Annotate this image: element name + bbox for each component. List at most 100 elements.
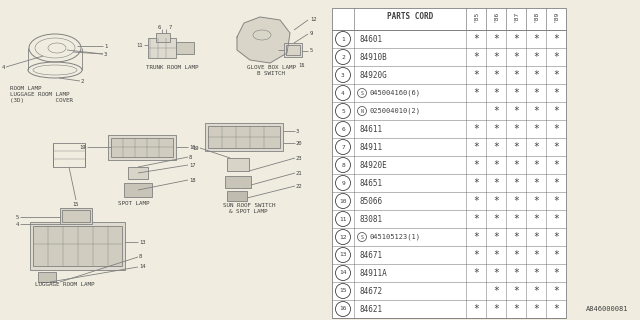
Text: *: * xyxy=(553,232,559,242)
Text: 83081: 83081 xyxy=(359,214,382,223)
Text: 84911A: 84911A xyxy=(359,268,387,277)
Text: 12: 12 xyxy=(339,235,347,239)
Text: 16: 16 xyxy=(189,145,195,149)
Text: *: * xyxy=(553,34,559,44)
Text: TRUNK ROOM LAMP: TRUNK ROOM LAMP xyxy=(146,65,198,69)
Text: *: * xyxy=(513,178,519,188)
Text: *: * xyxy=(493,70,499,80)
Text: *: * xyxy=(513,160,519,170)
Bar xyxy=(38,272,56,282)
Text: 1: 1 xyxy=(104,44,108,49)
Text: *: * xyxy=(493,250,499,260)
Text: 84911: 84911 xyxy=(359,142,382,151)
Text: *: * xyxy=(473,88,479,98)
Text: *: * xyxy=(473,214,479,224)
Text: 22: 22 xyxy=(296,183,303,188)
Text: *: * xyxy=(553,214,559,224)
Text: *: * xyxy=(513,214,519,224)
Text: *: * xyxy=(533,52,539,62)
Text: *: * xyxy=(493,142,499,152)
Text: *: * xyxy=(513,34,519,44)
Text: *: * xyxy=(493,178,499,188)
Bar xyxy=(108,135,176,160)
Text: *: * xyxy=(533,286,539,296)
Text: *: * xyxy=(493,268,499,278)
Text: 84621: 84621 xyxy=(359,305,382,314)
Text: *: * xyxy=(513,232,519,242)
Text: *: * xyxy=(533,70,539,80)
Text: *: * xyxy=(553,106,559,116)
Text: 3: 3 xyxy=(341,73,345,77)
Text: 4: 4 xyxy=(341,91,345,95)
Text: *: * xyxy=(553,142,559,152)
Text: 4: 4 xyxy=(2,65,5,69)
Text: SUN ROOF SWITCH: SUN ROOF SWITCH xyxy=(223,203,275,207)
Text: *: * xyxy=(513,250,519,260)
Text: 8: 8 xyxy=(139,254,142,260)
Text: *: * xyxy=(533,214,539,224)
Text: *: * xyxy=(553,250,559,260)
Text: N: N xyxy=(360,108,364,114)
Text: SPOT LAMP: SPOT LAMP xyxy=(118,201,150,205)
Text: S: S xyxy=(360,91,364,95)
Text: *: * xyxy=(473,178,479,188)
Text: *: * xyxy=(533,34,539,44)
Text: *: * xyxy=(513,124,519,134)
Text: 3: 3 xyxy=(296,129,300,133)
Text: 21: 21 xyxy=(296,171,303,175)
Text: *: * xyxy=(493,34,499,44)
Bar xyxy=(225,176,251,188)
Text: 8: 8 xyxy=(341,163,345,167)
Text: 84671: 84671 xyxy=(359,251,382,260)
Bar xyxy=(156,33,170,42)
Text: 18: 18 xyxy=(189,178,195,182)
Text: *: * xyxy=(473,304,479,314)
Text: *: * xyxy=(533,178,539,188)
Text: *: * xyxy=(473,250,479,260)
Text: B SWITCH: B SWITCH xyxy=(257,70,285,76)
Text: *: * xyxy=(533,106,539,116)
Text: 13: 13 xyxy=(139,239,145,244)
Text: *: * xyxy=(553,160,559,170)
Text: 045004160(6): 045004160(6) xyxy=(369,90,420,96)
Text: 19: 19 xyxy=(193,146,199,150)
Text: *: * xyxy=(473,268,479,278)
Text: *: * xyxy=(473,160,479,170)
Text: *: * xyxy=(553,70,559,80)
Text: *: * xyxy=(533,124,539,134)
Text: 84611: 84611 xyxy=(359,124,382,133)
Text: 2: 2 xyxy=(81,78,84,84)
Text: 13: 13 xyxy=(339,252,347,258)
Text: S: S xyxy=(360,235,364,239)
Bar xyxy=(33,226,122,266)
Text: 6: 6 xyxy=(157,25,161,29)
Text: '89: '89 xyxy=(554,11,559,22)
Text: *: * xyxy=(493,52,499,62)
Text: (3D)         COVER: (3D) COVER xyxy=(10,98,73,102)
Text: 84920E: 84920E xyxy=(359,161,387,170)
Text: 84920G: 84920G xyxy=(359,70,387,79)
Text: *: * xyxy=(493,160,499,170)
Text: *: * xyxy=(513,106,519,116)
Text: '85: '85 xyxy=(474,11,479,22)
Text: *: * xyxy=(493,196,499,206)
Text: *: * xyxy=(533,88,539,98)
Text: 23: 23 xyxy=(296,156,303,161)
Text: 14: 14 xyxy=(339,270,347,276)
Text: 025004010(2): 025004010(2) xyxy=(369,108,420,114)
Text: 9: 9 xyxy=(310,30,313,36)
Text: *: * xyxy=(513,88,519,98)
Text: *: * xyxy=(533,142,539,152)
Text: 6: 6 xyxy=(341,126,345,132)
Text: A846000081: A846000081 xyxy=(586,306,628,312)
Text: 15: 15 xyxy=(73,202,79,207)
Bar xyxy=(176,42,194,54)
Bar xyxy=(60,208,92,224)
Bar xyxy=(30,222,125,270)
Text: *: * xyxy=(533,304,539,314)
Text: 045105123(1): 045105123(1) xyxy=(369,234,420,240)
Text: 12: 12 xyxy=(310,17,317,21)
Text: *: * xyxy=(493,214,499,224)
Text: *: * xyxy=(553,196,559,206)
Text: *: * xyxy=(533,160,539,170)
